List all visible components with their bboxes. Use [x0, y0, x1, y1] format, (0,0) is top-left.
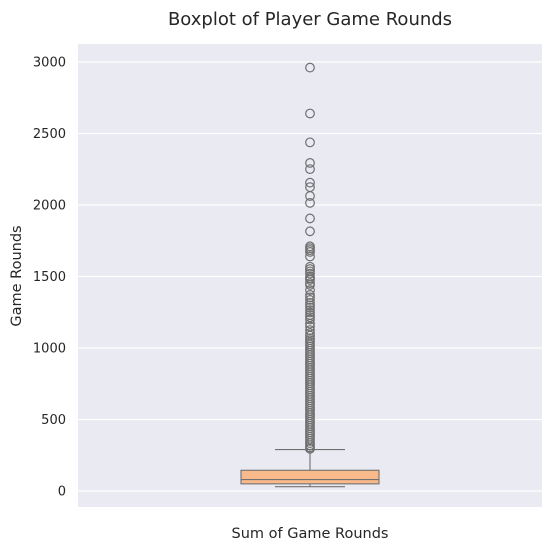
outlier-point [305, 158, 315, 168]
outlier-points [305, 62, 315, 454]
outlier-point [305, 197, 315, 208]
y-axis-label: Game Rounds [9, 225, 25, 326]
chart-title: Boxplot of Player Game Rounds [168, 9, 452, 30]
outlier-point [305, 307, 315, 318]
outlier-point [305, 268, 315, 279]
y-tick-label: 500 [41, 413, 66, 428]
outlier-point [305, 108, 315, 119]
y-tick-labels: 0 500 1000 1500 2000 2500 3000 [33, 56, 66, 500]
outlier-point [305, 226, 315, 237]
y-tick-label: 3000 [33, 56, 66, 71]
outlier-point [305, 305, 315, 316]
outlier-point [305, 314, 315, 325]
y-tick-label: 1000 [33, 342, 66, 357]
outlier-point [305, 213, 315, 224]
y-tick-label: 1500 [33, 270, 66, 285]
outlier-point [305, 62, 315, 73]
outlier-point [305, 280, 315, 290]
outlier-point [305, 247, 315, 257]
outlier-point [305, 275, 315, 285]
y-tick-label: 0 [58, 485, 66, 500]
outlier-point [305, 164, 315, 175]
outlier-point [305, 295, 315, 305]
outlier-point [305, 318, 315, 329]
outlier-point [305, 177, 315, 188]
y-tick-label: 2000 [33, 199, 66, 214]
x-axis-label: Sum of Game Rounds [232, 526, 389, 542]
outlier-point [305, 137, 315, 148]
y-tick-label: 2500 [33, 127, 66, 142]
outlier-point [305, 302, 315, 313]
outlier-point [305, 191, 315, 201]
outlier-point [305, 285, 315, 295]
iqr-box [240, 469, 380, 485]
outlier-point [305, 298, 315, 308]
outlier-point [305, 251, 315, 262]
outlier-point [305, 443, 315, 454]
